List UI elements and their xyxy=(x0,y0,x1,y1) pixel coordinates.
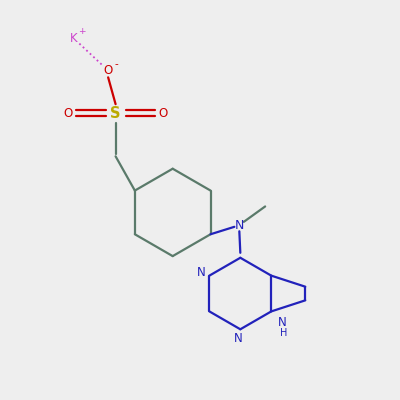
Text: O: O xyxy=(104,64,113,78)
Text: N: N xyxy=(235,219,244,232)
Text: H: H xyxy=(280,328,287,338)
Text: K: K xyxy=(70,32,77,45)
Text: O: O xyxy=(158,107,167,120)
Text: N: N xyxy=(278,316,286,329)
Text: +: + xyxy=(78,27,86,36)
Text: N: N xyxy=(197,266,206,279)
Text: N: N xyxy=(234,332,243,345)
Text: O: O xyxy=(64,107,73,120)
Text: S: S xyxy=(110,106,121,121)
Text: -: - xyxy=(114,60,118,70)
